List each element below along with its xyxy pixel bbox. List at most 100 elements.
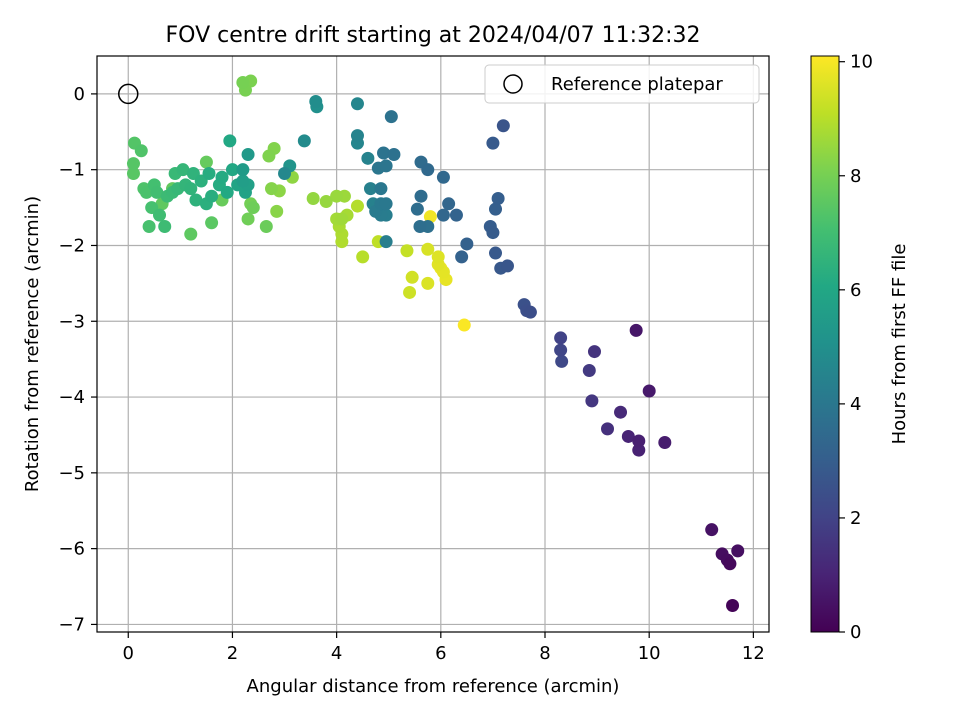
data-point (330, 189, 344, 203)
data-point (142, 220, 156, 234)
x-tick-label: 10 (638, 643, 661, 664)
y-axis-ticks: 0 −1 −2 −3 −4 −5 −6 −7 (58, 84, 97, 635)
data-point (614, 405, 628, 419)
data-point (642, 384, 656, 398)
data-point (400, 244, 414, 258)
data-point (270, 204, 284, 218)
data-point (658, 436, 672, 450)
data-point (460, 237, 474, 251)
x-tick-label: 6 (435, 643, 446, 664)
data-point (431, 250, 445, 264)
x-axis-label: Angular distance from reference (arcmin) (247, 676, 620, 697)
y-tick-label: −2 (58, 235, 85, 256)
colorbar (810, 55, 840, 633)
plot-frame (96, 55, 770, 633)
x-tick-label: 12 (742, 643, 765, 664)
data-point (421, 163, 435, 177)
data-point (377, 146, 391, 160)
data-point (176, 163, 190, 177)
colorbar-tick-label: 10 (850, 52, 873, 73)
data-point (457, 318, 471, 332)
data-point (223, 134, 237, 148)
data-point (585, 394, 599, 408)
data-point (723, 557, 737, 571)
data-point (153, 208, 167, 222)
data-point (403, 285, 417, 299)
data-point (486, 226, 500, 240)
colorbar-tick-label: 8 (850, 166, 861, 187)
legend-label: Reference platepar (551, 74, 723, 95)
data-point (236, 163, 250, 177)
data-point (496, 119, 510, 133)
data-point (350, 97, 364, 111)
data-point (309, 94, 323, 108)
data-point (632, 443, 646, 457)
x-tick-label: 0 (123, 643, 134, 664)
data-point (199, 155, 213, 169)
y-tick-label: −5 (58, 463, 85, 484)
data-point (126, 157, 140, 171)
data-point (225, 163, 239, 177)
data-point (205, 216, 219, 230)
data-point (202, 166, 216, 180)
x-axis-ticks: 0 2 4 6 8 10 12 (123, 632, 765, 664)
data-point (601, 422, 615, 436)
x-tick-label: 2 (227, 643, 238, 664)
data-point (582, 364, 596, 378)
data-point (361, 151, 375, 165)
data-point (379, 235, 393, 249)
data-point (150, 185, 164, 199)
y-axis-label: Rotation from reference (arcmin) (22, 196, 43, 492)
data-point (189, 193, 203, 207)
y-tick-label: −4 (58, 387, 85, 408)
reference-platepar-marker (118, 83, 139, 105)
data-point (455, 250, 469, 264)
data-point (236, 76, 250, 90)
x-tick-label: 4 (331, 643, 342, 664)
data-point (215, 170, 229, 184)
y-tick-label: −7 (58, 614, 85, 635)
data-point (319, 195, 333, 209)
data-point (489, 246, 503, 260)
data-point (554, 343, 568, 357)
y-tick-label: −6 (58, 539, 85, 560)
data-point (278, 166, 292, 180)
data-point (306, 191, 320, 205)
data-point (363, 182, 377, 196)
data-point (241, 148, 255, 162)
data-point (554, 331, 568, 345)
colorbar-tick-label: 0 (850, 622, 861, 643)
data-point (486, 136, 500, 150)
y-tick-label: 0 (74, 84, 85, 105)
data-point (621, 429, 635, 443)
data-point (405, 270, 419, 284)
legend: Reference platepar (484, 64, 760, 104)
data-point (236, 174, 250, 188)
data-point (423, 210, 437, 224)
data-point (126, 166, 140, 180)
data-point (134, 144, 148, 158)
data-point (297, 134, 311, 148)
data-point (523, 305, 537, 319)
data-point (384, 110, 398, 124)
data-point (379, 197, 393, 211)
data-point (379, 159, 393, 173)
data-point (374, 182, 388, 196)
colorbar-ticks: 0 2 4 6 8 10 (839, 52, 873, 643)
y-tick-label: −1 (58, 160, 85, 181)
data-point (731, 544, 745, 558)
reference-marker-group (118, 83, 139, 105)
data-point (387, 148, 401, 162)
legend-box (484, 64, 760, 104)
data-point (442, 197, 456, 211)
data-point (500, 259, 514, 273)
data-point (489, 202, 503, 216)
data-point (410, 202, 424, 216)
data-point (265, 182, 279, 196)
chart-title: FOV centre drift starting at 2024/04/07 … (166, 23, 701, 48)
data-point (726, 598, 740, 612)
data-point (629, 323, 643, 337)
data-point (555, 354, 569, 368)
